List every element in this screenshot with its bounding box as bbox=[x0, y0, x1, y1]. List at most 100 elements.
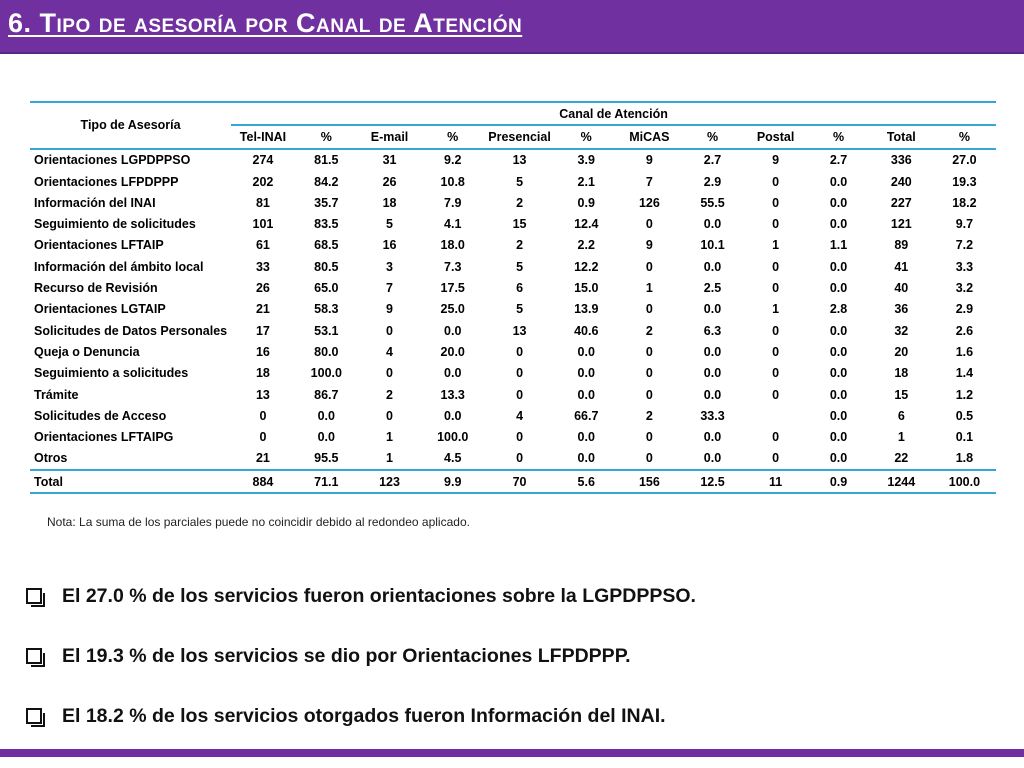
table-cell: 21 bbox=[255, 302, 270, 317]
table-cell: 121 bbox=[890, 217, 912, 232]
table-cell: 5 bbox=[516, 174, 524, 189]
table-row: Recurso de Revisión 26 65.0 7 17.5 6 15.0 1 2.5 0… bbox=[30, 277, 996, 298]
table-cell: 5 bbox=[516, 302, 524, 317]
table-cell: 71.1 bbox=[294, 469, 358, 494]
table-cell: 80.0 bbox=[314, 344, 339, 359]
table-cell: 7.2 bbox=[955, 238, 974, 253]
table-cell: 1244 bbox=[869, 469, 933, 494]
table-row: Orientaciones LFTAIPG 0 0.0 1 100.0 0 0.0 0 0.0 0… bbox=[30, 426, 996, 447]
table-row: Información del INAI 81 35.7 18 7.9 2 0.9 126 55… bbox=[30, 192, 996, 213]
table-cell: 0 bbox=[645, 259, 653, 274]
table-cell: 0 bbox=[516, 387, 524, 402]
table-cell: 0.0 bbox=[829, 217, 848, 232]
table-cell: 1.2 bbox=[955, 387, 974, 402]
table-cell: 0 bbox=[772, 259, 780, 274]
table-cell: 1 bbox=[772, 238, 780, 253]
table-cell: 5 bbox=[386, 217, 393, 232]
table-cell: 2 bbox=[386, 387, 393, 402]
advisory-channel-table: Tipo de Asesoría Canal de Atención Tel-I… bbox=[30, 101, 996, 495]
table-cell: 0.0 bbox=[577, 451, 595, 466]
column-header: % bbox=[932, 125, 996, 150]
table-cell: 0.0 bbox=[829, 195, 848, 210]
table-cell: 0 bbox=[772, 451, 780, 466]
table-cell: 81.5 bbox=[314, 153, 339, 168]
table-cell: 18.2 bbox=[952, 195, 977, 210]
table-row: Trámite 13 86.7 2 13.3 0 0.0 0 0.0 0 0.0 15 1.2 bbox=[30, 384, 996, 405]
row-label: Información del ámbito local bbox=[34, 259, 204, 274]
table-cell: 20 bbox=[894, 344, 909, 359]
table-cell: 3 bbox=[386, 259, 393, 274]
table-cell: 1.8 bbox=[955, 451, 974, 466]
table-cell: 21 bbox=[255, 451, 270, 466]
table-cell: 2.6 bbox=[955, 323, 974, 338]
bottom-bar bbox=[0, 749, 1024, 757]
table-cell: 0 bbox=[772, 344, 780, 359]
table-cell: 1.4 bbox=[955, 366, 974, 381]
table-cell: 55.5 bbox=[700, 195, 725, 210]
bullet-text: El 27.0 % de los servicios fueron orient… bbox=[62, 584, 696, 607]
table-cell: 25.0 bbox=[440, 302, 465, 317]
table-cell: 6 bbox=[516, 281, 524, 296]
column-header: Postal bbox=[743, 125, 808, 150]
table-cell: 5 bbox=[516, 259, 524, 274]
table-cell: 126 bbox=[638, 195, 660, 210]
table-cell: 13 bbox=[512, 323, 527, 338]
table-cell: 100.0 bbox=[932, 469, 996, 494]
table-cell: 0.0 bbox=[703, 366, 722, 381]
table-cell: 0.0 bbox=[829, 451, 848, 466]
row-label: Recurso de Revisión bbox=[34, 281, 158, 296]
table-cell: 84.2 bbox=[314, 174, 339, 189]
table-cell: 0.0 bbox=[444, 366, 462, 381]
table-cell: 2.9 bbox=[703, 174, 722, 189]
table-cell: 12.2 bbox=[574, 259, 599, 274]
table-cell: 0.0 bbox=[829, 366, 848, 381]
row-label: Orientaciones LGPDPPSO bbox=[34, 153, 191, 168]
table-row: Queja o Denuncia 16 80.0 4 20.0 0 0.0 0 0.0 0 0.0 2… bbox=[30, 341, 996, 362]
group-header: Canal de Atención bbox=[231, 102, 996, 127]
table-cell: 1.1 bbox=[829, 238, 848, 253]
table-cell: 3.2 bbox=[955, 281, 974, 296]
table-cell: 0.0 bbox=[829, 259, 848, 274]
table-cell: 70 bbox=[484, 469, 555, 494]
table-cell: 11 bbox=[743, 469, 808, 494]
table-cell: 0.0 bbox=[577, 430, 595, 445]
table-cell: 0 bbox=[772, 430, 780, 445]
table-cell: 100.0 bbox=[437, 430, 469, 445]
table-cell: 0 bbox=[386, 366, 393, 381]
table-cell: 0 bbox=[772, 366, 780, 381]
row-label: Seguimiento de solicitudes bbox=[34, 217, 196, 232]
table-cell: 1.6 bbox=[955, 344, 974, 359]
table-cell: 40.6 bbox=[574, 323, 599, 338]
table-cell: 0.0 bbox=[703, 302, 722, 317]
table-row: Seguimiento a solicitudes 18 100.0 0 0.0 0 0.0… bbox=[30, 363, 996, 384]
column-header: Tel-INAI bbox=[231, 125, 295, 150]
table-cell: 58.3 bbox=[314, 302, 339, 317]
table-cell: 15 bbox=[512, 217, 527, 232]
table-body: Orientaciones LGPDPPSO 274 81.5 31 9.2 13 3.9 9… bbox=[30, 149, 996, 494]
table-cell: 18 bbox=[894, 366, 909, 381]
table-cell: 7 bbox=[645, 174, 653, 189]
table-cell: 17.5 bbox=[440, 281, 465, 296]
table-cell: 4 bbox=[516, 408, 524, 423]
table-cell: 15.0 bbox=[574, 281, 599, 296]
table-cell: 13 bbox=[255, 387, 270, 402]
table-cell: 0 bbox=[645, 302, 653, 317]
table-cell: 0.0 bbox=[829, 408, 848, 423]
row-label: Solicitudes de Acceso bbox=[34, 408, 167, 423]
table-cell: 0 bbox=[772, 174, 780, 189]
table-cell: 2.7 bbox=[703, 153, 722, 168]
table-cell: 66.7 bbox=[574, 408, 599, 423]
table-cell: 2 bbox=[645, 408, 653, 423]
table-cell: 0 bbox=[772, 281, 780, 296]
column-header: Total bbox=[869, 125, 933, 150]
table-cell: 1 bbox=[386, 451, 393, 466]
column-header: % bbox=[681, 125, 744, 150]
table-cell: 19.3 bbox=[952, 174, 977, 189]
table-cell: 33 bbox=[255, 259, 270, 274]
table-cell: 0.0 bbox=[829, 174, 848, 189]
table-cell: 0 bbox=[516, 366, 524, 381]
table-cell: 4.5 bbox=[444, 451, 462, 466]
table-cell: 4.1 bbox=[444, 217, 462, 232]
table-cell: 101 bbox=[252, 217, 274, 232]
table-cell: 86.7 bbox=[314, 387, 339, 402]
